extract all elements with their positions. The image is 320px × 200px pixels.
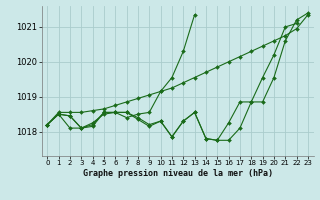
X-axis label: Graphe pression niveau de la mer (hPa): Graphe pression niveau de la mer (hPa) (83, 169, 273, 178)
